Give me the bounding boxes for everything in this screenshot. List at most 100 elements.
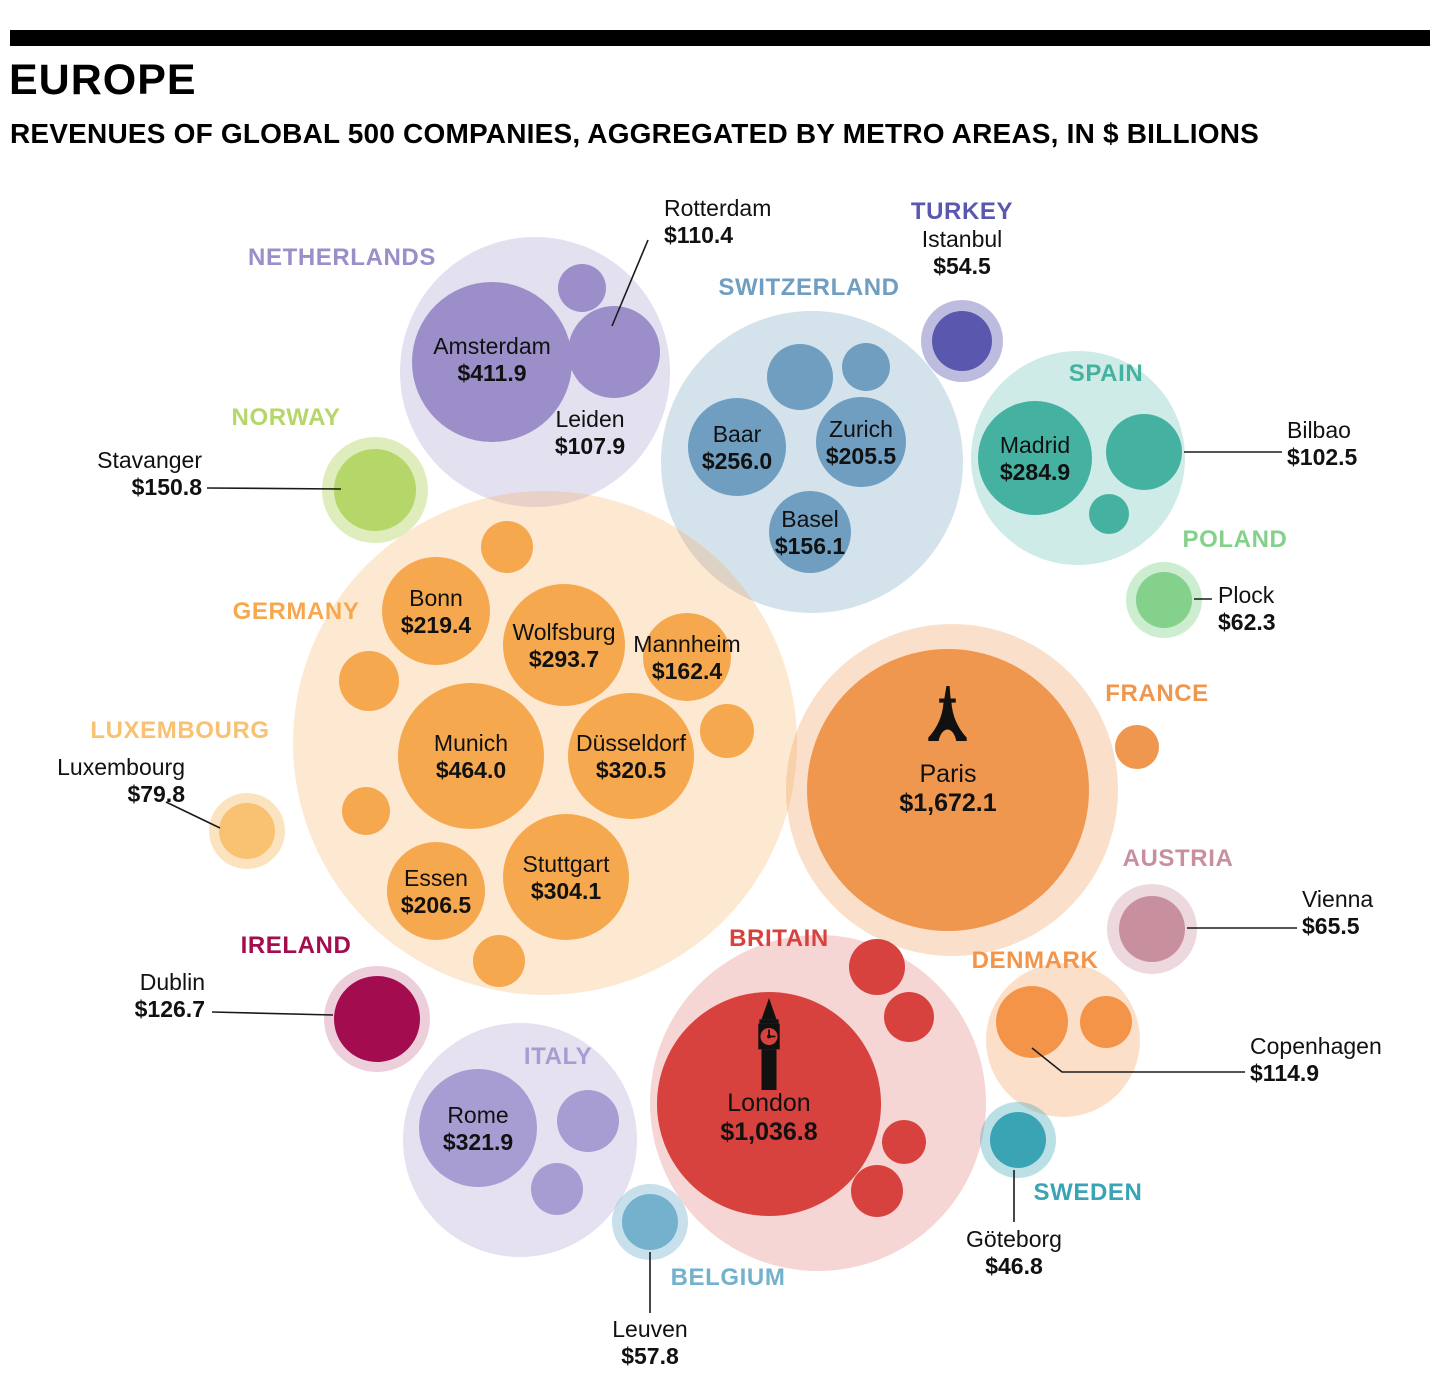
bubble-unlabeled-de-5 [473, 935, 525, 987]
city-value-leiden: $107.9 [554, 433, 626, 459]
bubble-istanbul [932, 311, 992, 371]
city-label-goteborg: Göteborg $46.8 [966, 1226, 1062, 1280]
bubble-unlabeled-dk [1080, 996, 1132, 1048]
city-name-istanbul: Istanbul [921, 226, 1003, 252]
city-name-bilbao: Bilbao [1287, 417, 1351, 443]
bubble-unlabeled-gb-2 [884, 992, 934, 1042]
city-value-vienna: $65.5 [1302, 913, 1360, 939]
city-label-paris: Paris $1,672.1 [899, 760, 996, 818]
city-label-madrid: Madrid $284.9 [1000, 432, 1070, 486]
city-value-essen: $206.5 [400, 892, 472, 918]
bubble-unlabeled-ch-1 [767, 344, 833, 410]
city-value-madrid: $284.9 [999, 459, 1071, 485]
city-name-zurich: Zurich [829, 416, 893, 442]
bubble-unlabeled-gb-4 [851, 1165, 903, 1217]
bubble-dublin [334, 976, 420, 1062]
city-label-luxembourg: Luxembourg $79.8 [30, 754, 185, 808]
city-label-basel: Basel $156.1 [775, 506, 845, 560]
city-name-plock: Plock [1218, 582, 1275, 608]
country-label-britain: BRITAIN [729, 925, 829, 952]
page-subtitle: REVENUES OF GLOBAL 500 COMPANIES, AGGREG… [10, 118, 1260, 149]
bubble-stuttgart [503, 814, 629, 940]
country-label-switzerland: SWITZERLAND [718, 274, 900, 301]
city-value-zurich: $205.5 [825, 443, 897, 469]
city-label-plock: Plock $62.3 [1218, 582, 1276, 636]
bubble-wolfsburg [503, 584, 625, 706]
city-name-amsterdam: Amsterdam [433, 333, 551, 359]
bubble-leiden [568, 306, 660, 398]
city-label-rotterdam: Rotterdam $110.4 [664, 195, 771, 249]
bubble-unlabeled-de-1 [481, 521, 533, 573]
bubble-basel [769, 491, 851, 573]
city-label-leuven: Leuven $57.8 [612, 1316, 687, 1370]
city-label-leiden: Leiden $107.9 [555, 406, 625, 460]
top-rule [10, 30, 1430, 46]
city-value-mannheim: $162.4 [651, 658, 723, 684]
bubble-unlabeled-nl [558, 264, 606, 312]
bubble-zurich [816, 397, 906, 487]
bubble-unlabeled-ch-2 [842, 343, 890, 391]
city-value-leuven: $57.8 [621, 1343, 679, 1369]
city-name-basel: Basel [781, 506, 839, 532]
city-name-dublin: Dublin [139, 969, 205, 995]
city-name-essen: Essen [404, 865, 468, 891]
city-label-dusseldorf: Düsseldorf $320.5 [576, 730, 686, 784]
city-value-munich: $464.0 [435, 757, 507, 783]
bubble-bilbao [1106, 414, 1182, 490]
city-name-stuttgart: Stuttgart [522, 851, 610, 877]
bubble-dusseldorf [568, 693, 694, 819]
bubble-rome [419, 1069, 537, 1187]
page-title: EUROPE [9, 56, 197, 104]
bubble-vienna [1119, 896, 1185, 962]
callout-line-dublin [211, 1011, 334, 1016]
big-ben-icon [758, 998, 780, 1090]
country-label-belgium: BELGIUM [670, 1264, 786, 1291]
city-name-london: London [727, 1089, 811, 1117]
city-label-bilbao: Bilbao $102.5 [1287, 417, 1357, 471]
city-value-bonn: $219.4 [400, 612, 472, 638]
city-label-dublin: Dublin $126.7 [58, 969, 205, 1023]
bubble-unlabeled-de-2 [339, 651, 399, 711]
city-value-stavanger: $150.8 [131, 474, 202, 500]
city-name-stavanger: Stavanger [97, 447, 202, 473]
city-value-london: $1,036.8 [720, 1118, 818, 1146]
bubble-essen [387, 842, 485, 940]
city-label-stavanger: Stavanger $150.8 [72, 447, 202, 501]
country-label-france: FRANCE [1105, 680, 1209, 707]
city-label-istanbul: Istanbul $54.5 [922, 226, 1003, 280]
bubble-plock [1136, 572, 1192, 628]
city-label-amsterdam: Amsterdam $411.9 [433, 333, 551, 387]
bubble-luxembourg [219, 803, 275, 859]
city-value-amsterdam: $411.9 [457, 360, 527, 386]
city-name-baar: Baar [712, 421, 762, 447]
country-label-ireland: IRELAND [240, 932, 352, 959]
city-value-baar: $256.0 [701, 448, 773, 474]
bubble-copenhagen [996, 986, 1068, 1058]
bubble-unlabeled-de-3 [700, 704, 754, 758]
city-label-mannheim: Mannheim $162.4 [633, 631, 740, 685]
city-label-baar: Baar $256.0 [702, 421, 772, 475]
bubble-unlabeled-es [1089, 494, 1129, 534]
city-value-goteborg: $46.8 [985, 1253, 1043, 1279]
city-name-goteborg: Göteborg [966, 1226, 1062, 1252]
city-label-stuttgart: Stuttgart $304.1 [523, 851, 610, 905]
bubble-unlabeled-it-2 [531, 1163, 583, 1215]
city-value-dublin: $126.7 [134, 996, 205, 1022]
city-name-luxembourg: Luxembourg [57, 754, 185, 780]
city-value-stuttgart: $304.1 [530, 878, 602, 904]
city-value-rome: $321.9 [442, 1129, 514, 1155]
city-name-dusseldorf: Düsseldorf [576, 730, 686, 756]
city-value-wolfsburg: $293.7 [528, 646, 600, 672]
city-value-plock: $62.3 [1218, 609, 1276, 635]
city-name-rotterdam: Rotterdam [664, 195, 772, 221]
callout-line-stavanger [206, 487, 342, 490]
city-label-vienna: Vienna $65.5 [1302, 886, 1373, 940]
city-name-rome: Rome [447, 1102, 509, 1128]
city-name-paris: Paris [919, 760, 977, 788]
country-label-denmark: DENMARK [971, 947, 1099, 974]
bubble-unlabeled-fr [1115, 725, 1159, 769]
city-label-essen: Essen $206.5 [401, 865, 471, 919]
city-name-leiden: Leiden [555, 406, 625, 432]
city-label-copenhagen: Copenhagen $114.9 [1250, 1033, 1382, 1087]
city-label-zurich: Zurich $205.5 [826, 416, 896, 470]
